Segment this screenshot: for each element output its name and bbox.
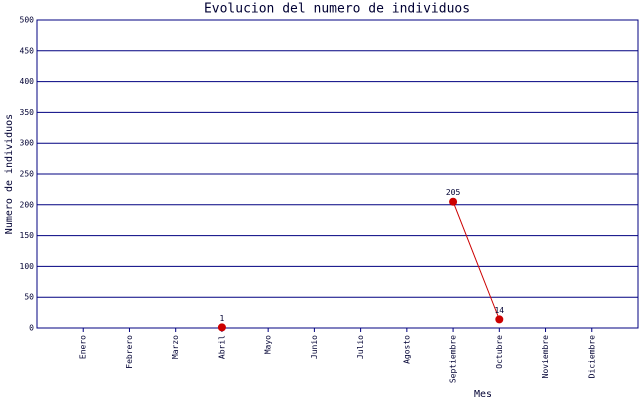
- x-axis-label: Mes: [474, 389, 492, 400]
- data-point: [495, 315, 504, 324]
- y-tick-label: 50: [24, 293, 34, 302]
- x-tick-label: Septiembre: [449, 335, 458, 383]
- x-tick-label: Marzo: [171, 335, 180, 359]
- y-tick-label: 100: [20, 262, 35, 271]
- y-axis-label: Numero de individuos: [4, 114, 15, 234]
- x-tick-label: Mayo: [264, 335, 273, 354]
- data-label: 14: [494, 306, 504, 315]
- y-tick-label: 150: [20, 231, 35, 240]
- y-tick-label: 450: [20, 46, 35, 55]
- data-label: 1: [220, 314, 225, 323]
- x-tick-label: Febrero: [125, 335, 134, 369]
- x-tick-label: Enero: [79, 335, 88, 359]
- x-tick-label: Junio: [310, 335, 319, 359]
- y-tick-label: 350: [20, 108, 35, 117]
- data-point: [449, 197, 458, 206]
- y-tick-label: 0: [29, 324, 34, 333]
- x-tick-label: Agosto: [402, 335, 411, 364]
- y-tick-label: 200: [20, 200, 35, 209]
- y-tick-label: 300: [20, 139, 35, 148]
- x-tick-label: Noviembre: [541, 335, 550, 379]
- x-tick-label: Julio: [356, 335, 365, 359]
- data-label: 205: [446, 188, 461, 197]
- data-point: [217, 323, 226, 332]
- chart-title: Evolucion del numero de individuos: [204, 2, 470, 17]
- y-tick-label: 500: [20, 16, 35, 25]
- x-tick-label: Abril: [217, 335, 226, 359]
- x-tick-label: Octubre: [495, 335, 504, 369]
- data-line: [452, 201, 500, 320]
- y-tick-label: 400: [20, 77, 35, 86]
- x-tick-label: Diciembre: [587, 335, 596, 379]
- plot-frame: [36, 19, 639, 329]
- y-tick-label: 250: [20, 170, 35, 179]
